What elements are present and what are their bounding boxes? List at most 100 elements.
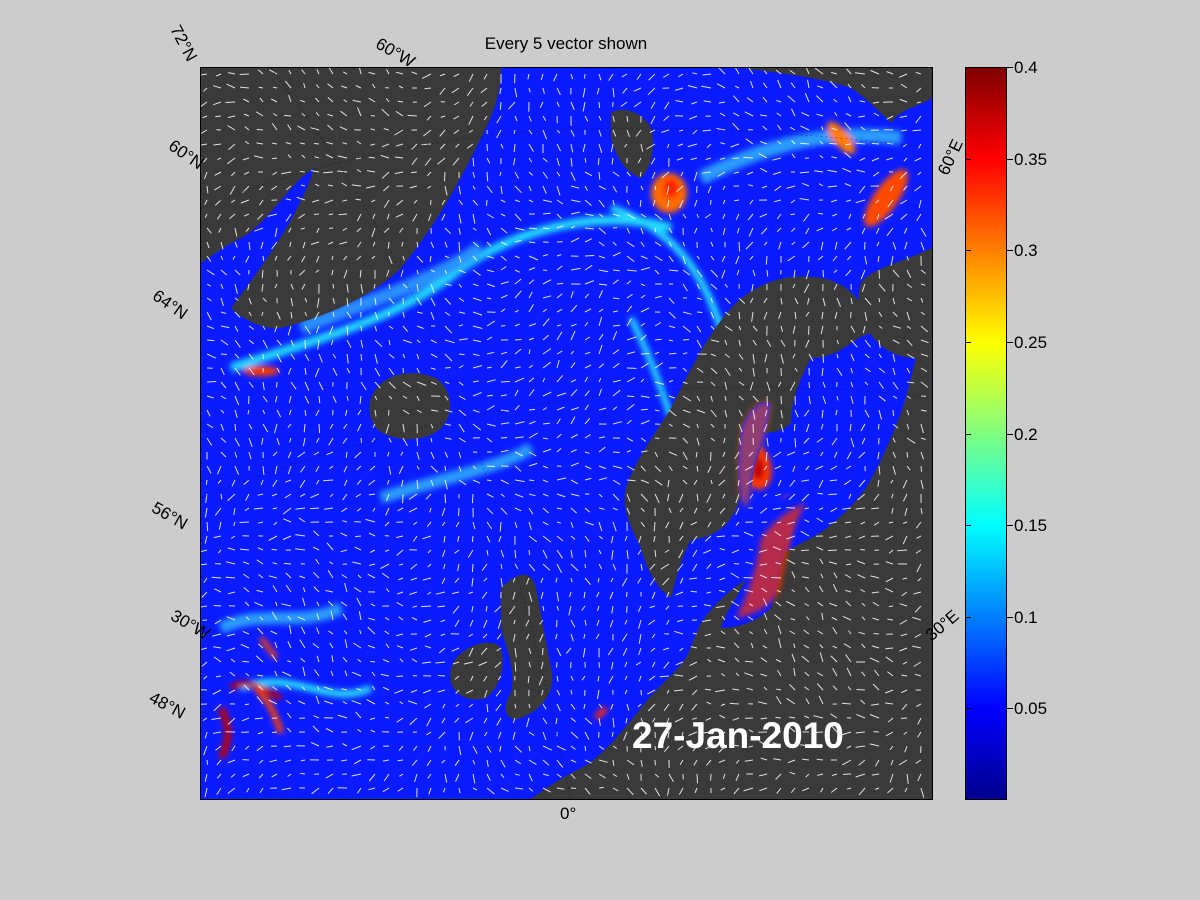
velocity-arrow: [696, 423, 699, 429]
velocity-arrow: [284, 562, 292, 565]
velocity-arrow: [805, 465, 810, 471]
velocity-arrow: [234, 451, 238, 458]
velocity-arrow: [452, 157, 460, 166]
velocity-arrow: [471, 605, 474, 613]
velocity-arrow: [804, 686, 810, 691]
velocity-arrow: [257, 731, 264, 735]
velocity-arrow: [703, 604, 712, 607]
velocity-arrow: [715, 605, 726, 609]
velocity-arrow: [259, 616, 264, 621]
velocity-arrow: [763, 423, 768, 432]
velocity-arrow: [542, 361, 552, 369]
velocity-arrow: [556, 185, 561, 196]
velocity-arrow: [654, 437, 660, 439]
velocity-arrow: [892, 325, 902, 329]
velocity-arrow: [416, 255, 424, 263]
velocity-arrow: [256, 589, 264, 593]
velocity-arrow: [829, 80, 838, 89]
velocity-arrow: [597, 675, 600, 682]
velocity-arrow: [234, 367, 241, 376]
velocity-arrow: [917, 731, 922, 738]
velocity-arrow: [357, 107, 362, 117]
velocity-arrow: [648, 73, 656, 81]
velocity-arrow: [302, 587, 306, 593]
velocity-arrow: [789, 69, 796, 75]
velocity-arrow: [299, 639, 306, 649]
velocity-arrow: [416, 395, 420, 402]
velocity-arrow: [805, 68, 810, 75]
velocity-arrow: [817, 85, 824, 89]
velocity-arrow: [430, 283, 435, 294]
velocity-arrow: [917, 773, 922, 782]
velocity-arrow: [732, 717, 740, 721]
velocity-arrow: [541, 689, 544, 696]
velocity-arrow: [597, 689, 600, 699]
velocity-arrow: [500, 549, 505, 558]
velocity-arrow: [710, 283, 718, 290]
graticule: [201, 68, 932, 799]
velocity-arrow: [458, 283, 462, 288]
velocity-arrow: [383, 227, 390, 233]
velocity-arrow: [248, 325, 255, 330]
velocity-arrow: [514, 759, 521, 765]
velocity-arrow: [444, 283, 452, 286]
velocity-arrow: [273, 521, 278, 526]
velocity-arrow: [696, 269, 703, 278]
velocity-arrow: [733, 642, 740, 649]
velocity-arrow: [598, 786, 604, 789]
velocity-arrow: [426, 521, 432, 527]
velocity-arrow: [626, 227, 631, 234]
velocity-arrow: [720, 157, 726, 160]
velocity-arrow: [766, 269, 769, 277]
velocity-arrow: [803, 213, 810, 222]
velocity-arrow: [776, 213, 782, 220]
velocity-arrow: [752, 325, 758, 332]
velocity-arrow: [804, 93, 810, 103]
velocity-arrow: [329, 423, 334, 430]
velocity-arrow: [338, 213, 348, 216]
velocity-arrow: [904, 241, 908, 250]
velocity-arrow: [626, 549, 629, 560]
velocity-arrow: [612, 297, 620, 300]
velocity-arrow: [388, 409, 390, 416]
velocity-arrow: [649, 563, 656, 570]
velocity-arrow: [844, 152, 852, 159]
velocity-arrow: [680, 731, 684, 741]
velocity-arrow: [855, 507, 866, 510]
velocity-arrow: [351, 773, 362, 777]
velocity-arrow: [457, 563, 460, 572]
velocity-arrow: [724, 325, 733, 332]
velocity-arrow: [368, 97, 376, 103]
velocity-arrow: [775, 69, 782, 75]
velocity-arrow: [486, 297, 492, 300]
velocity-arrow: [204, 535, 208, 544]
velocity-arrow: [454, 577, 460, 584]
velocity-arrow: [626, 129, 630, 138]
velocity-arrow: [341, 182, 348, 187]
velocity-arrow: [374, 395, 378, 401]
velocity-arrow: [584, 465, 592, 470]
velocity-arrow: [920, 311, 925, 316]
colorbar-tick-label: 0.25: [1014, 333, 1048, 352]
velocity-arrow: [664, 549, 670, 553]
velocity-arrow: [422, 535, 432, 540]
velocity-arrow: [900, 199, 908, 205]
velocity-arrow: [500, 143, 504, 149]
velocity-arrow: [804, 519, 810, 523]
velocity-arrow: [612, 171, 620, 177]
velocity-arrow: [570, 773, 576, 780]
velocity-arrow: [818, 585, 824, 593]
velocity-arrow: [356, 507, 362, 512]
velocity-arrow: [500, 294, 508, 299]
velocity-arrow: [514, 269, 521, 273]
velocity-arrow: [762, 96, 768, 103]
velocity-arrow: [416, 437, 418, 447]
velocity-arrow: [832, 213, 838, 217]
velocity-arrow: [612, 465, 623, 469]
velocity-arrow: [612, 331, 618, 341]
velocity-arrow: [542, 227, 550, 230]
velocity-arrow: [570, 745, 576, 750]
velocity-arrow: [597, 605, 600, 611]
velocity-arrow: [746, 687, 754, 691]
velocity-arrow: [829, 479, 838, 482]
